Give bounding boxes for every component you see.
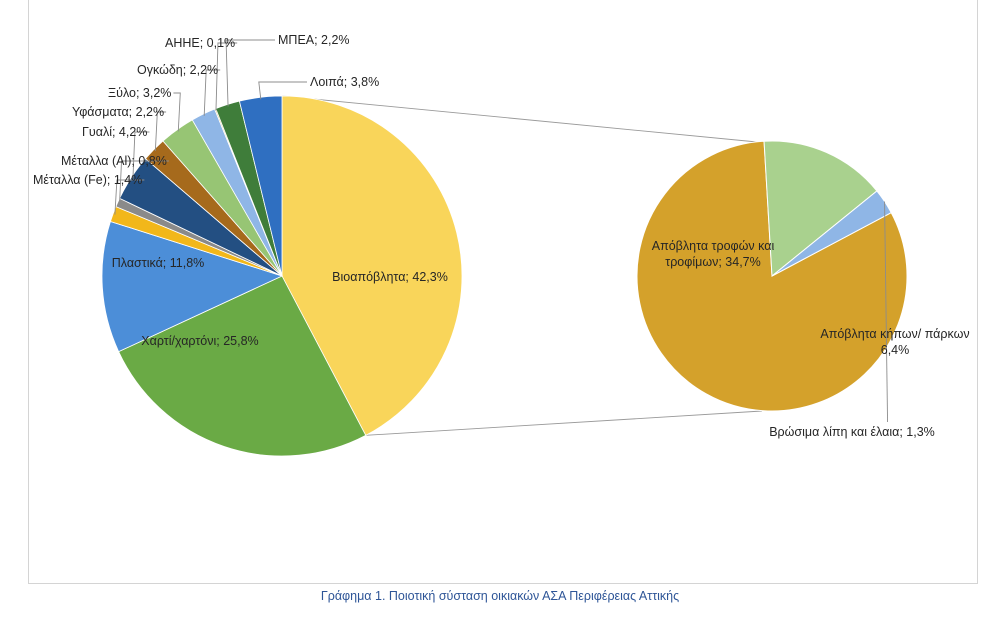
slice-label: Απόβλητα τροφών και (652, 239, 775, 253)
slice-label: Απόβλητα κήπων/ πάρκων (820, 327, 969, 341)
leader-line (215, 42, 238, 111)
slice-label: Μέταλλα (Fe); 1,4% (33, 173, 142, 187)
leader-line (154, 111, 167, 151)
leader-line (173, 92, 181, 132)
leader-line (884, 201, 889, 423)
slice-label: Ξύλο; 3,2% (108, 86, 171, 100)
main-pie (101, 95, 463, 457)
secondary-pie (636, 140, 908, 412)
slice-label: Μέταλλα (Al); 0,8% (61, 154, 167, 168)
leader-line (258, 81, 307, 100)
leader-line (119, 160, 169, 204)
main-pie-slice (281, 95, 463, 436)
main-pie-slice (101, 220, 284, 353)
slice-label: Ογκώδη; 2,2% (137, 63, 218, 77)
connector-lines (281, 95, 763, 436)
leader-lines (114, 39, 889, 423)
slice-label: Χαρτί/χαρτόνι; 25,8% (141, 334, 258, 348)
slice-label: ΑΗΗΕ; 0,1% (165, 36, 235, 50)
slice-label: 6,4% (881, 343, 910, 357)
slice-label: Βρώσιμα λίπη και έλαια; 1,3% (769, 425, 935, 439)
leader-line (114, 179, 145, 215)
main-pie-slice (118, 275, 367, 457)
leader-line (132, 131, 150, 179)
leader-line (203, 69, 221, 116)
slice-labels: Βιοαπόβλητα; 42,3% Χαρτί/χαρτόνι; 25,8% Πλ… (33, 33, 970, 439)
chart-caption: Γράφημα 1. Ποιοτική σύσταση οικιακών ΑΣΑ… (320, 589, 680, 603)
slice-label: Υφάσματα; 2,2% (72, 105, 164, 119)
slice-label: Βιοαπόβλητα; 42,3% (332, 270, 448, 284)
secondary-pie-slice (763, 140, 878, 278)
secondary-pie-slice (771, 190, 892, 277)
slice-label: Πλαστικά; 11,8% (112, 256, 205, 270)
slice-label: ΜΠΕΑ; 2,2% (278, 33, 350, 47)
slice-label: Λοιπά; 3,8% (310, 75, 379, 89)
connector-line-top (281, 95, 758, 143)
slice-label: Γυαλί; 4,2% (82, 125, 147, 139)
connector-line-bottom (365, 410, 763, 436)
slice-label: τροφίμων; 34,7% (665, 255, 760, 269)
leader-line (225, 39, 275, 107)
